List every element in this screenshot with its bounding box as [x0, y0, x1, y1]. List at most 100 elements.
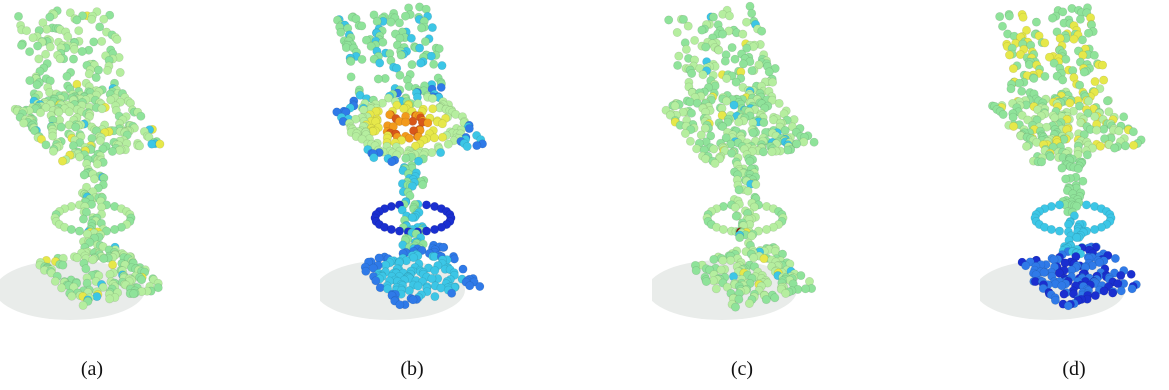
point — [1058, 7, 1068, 17]
point — [371, 276, 381, 286]
point — [405, 191, 415, 201]
point — [443, 139, 453, 149]
point — [38, 18, 48, 28]
point — [698, 70, 708, 80]
point — [108, 260, 118, 270]
point — [770, 293, 780, 303]
point — [796, 271, 806, 281]
point — [721, 133, 731, 143]
point — [430, 225, 440, 235]
point — [414, 156, 424, 166]
point — [1078, 176, 1088, 186]
point — [1060, 258, 1070, 268]
point — [1104, 107, 1114, 117]
point — [407, 181, 417, 191]
point — [781, 288, 791, 298]
point — [399, 104, 409, 114]
point — [710, 158, 720, 168]
point — [1114, 126, 1124, 136]
point — [447, 288, 457, 298]
point — [1049, 58, 1059, 68]
point — [729, 100, 739, 110]
caption-b: (b) — [400, 358, 424, 380]
point-cloud-chair-b — [320, 2, 488, 320]
point — [369, 153, 379, 163]
point — [730, 202, 740, 212]
point — [1116, 286, 1126, 296]
point — [1048, 13, 1058, 23]
point — [384, 93, 394, 103]
point — [385, 110, 395, 120]
point — [691, 266, 701, 276]
point — [57, 156, 67, 166]
point — [69, 54, 79, 64]
point — [768, 77, 778, 87]
point — [63, 32, 73, 42]
point — [1057, 163, 1067, 173]
point — [742, 17, 752, 27]
point — [1017, 110, 1027, 120]
point — [77, 46, 87, 56]
point — [387, 157, 397, 167]
point — [757, 26, 767, 36]
point — [417, 23, 427, 33]
point — [700, 123, 710, 133]
point — [731, 302, 741, 312]
point — [1108, 288, 1118, 298]
point — [1006, 84, 1016, 94]
point — [65, 8, 75, 18]
point — [1014, 78, 1024, 88]
point — [99, 254, 109, 264]
point — [69, 44, 79, 54]
point — [406, 33, 416, 43]
point — [734, 294, 744, 304]
point — [727, 148, 737, 158]
point — [709, 144, 719, 154]
point — [801, 284, 811, 294]
point — [409, 126, 419, 136]
point — [718, 225, 728, 235]
point — [1009, 121, 1019, 131]
point — [734, 185, 744, 195]
point — [54, 107, 64, 117]
point — [374, 253, 384, 263]
point — [42, 24, 52, 34]
point — [58, 260, 68, 270]
point — [346, 72, 356, 82]
panel-d — [980, 0, 1169, 340]
point — [690, 35, 700, 45]
point — [674, 51, 684, 61]
point — [92, 159, 102, 169]
point — [95, 136, 105, 146]
point — [1102, 96, 1112, 106]
point — [48, 131, 58, 141]
point — [1040, 71, 1050, 81]
point — [683, 21, 693, 31]
point — [749, 202, 759, 212]
point — [14, 11, 23, 21]
point — [716, 265, 726, 275]
point — [748, 128, 758, 138]
point — [1021, 261, 1031, 271]
point — [1018, 12, 1028, 22]
point — [1095, 141, 1105, 151]
point — [1078, 35, 1088, 45]
point — [75, 226, 85, 236]
point — [1065, 98, 1075, 108]
point — [375, 283, 385, 293]
point — [1046, 225, 1056, 235]
point — [361, 35, 371, 45]
point — [112, 34, 122, 44]
point — [995, 12, 1005, 22]
point — [91, 73, 101, 83]
point — [751, 180, 761, 190]
point — [722, 74, 732, 84]
point — [1089, 50, 1099, 60]
point — [372, 16, 382, 26]
point — [1072, 201, 1082, 211]
panel-a — [0, 0, 230, 340]
point — [147, 139, 157, 149]
point — [427, 274, 437, 284]
point — [110, 225, 120, 235]
point — [1099, 75, 1109, 85]
